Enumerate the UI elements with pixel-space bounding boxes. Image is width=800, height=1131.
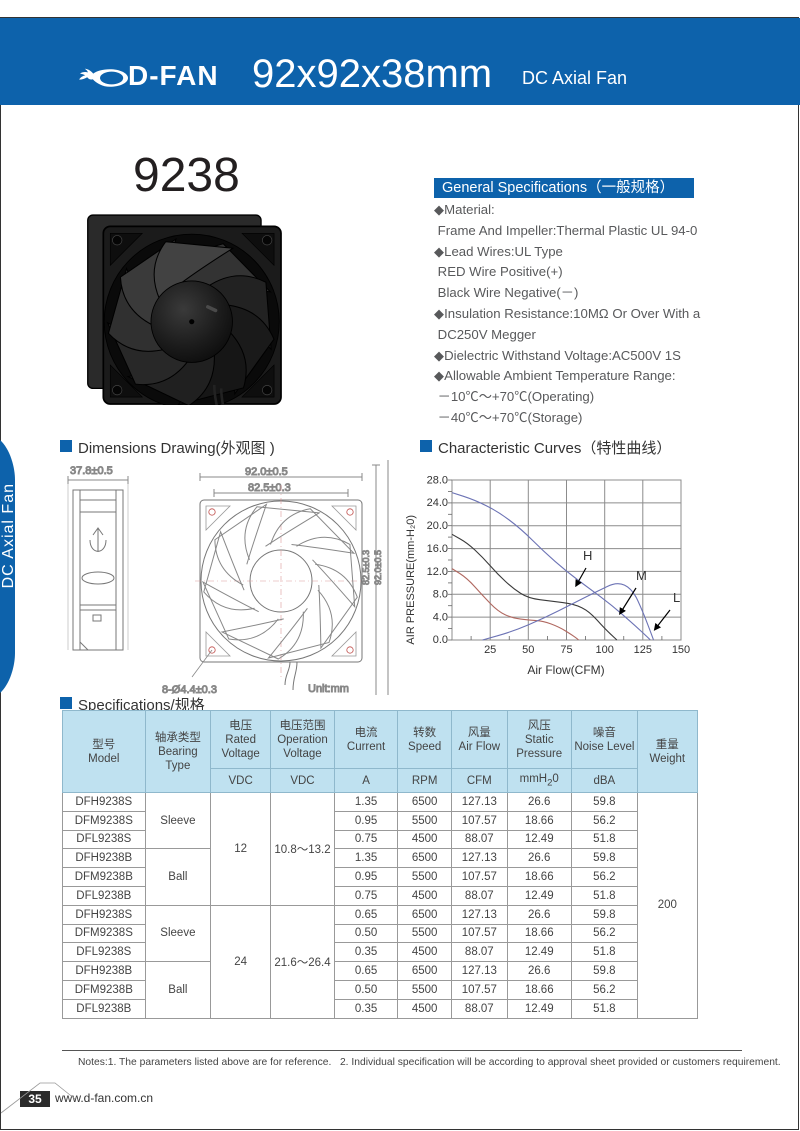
svg-text:75: 75 <box>560 644 572 656</box>
svg-text:92.0±0.5: 92.0±0.5 <box>245 466 288 478</box>
svg-text:50: 50 <box>522 644 534 656</box>
svg-text:150: 150 <box>672 644 690 656</box>
svg-text:Unit:mm: Unit:mm <box>308 683 349 695</box>
svg-text:100: 100 <box>596 644 614 656</box>
svg-text:0.0: 0.0 <box>433 634 448 646</box>
svg-text:16.0: 16.0 <box>427 543 448 555</box>
svg-text:8-Ø4.4±0.3: 8-Ø4.4±0.3 <box>162 684 217 695</box>
svg-text:M: M <box>636 568 647 583</box>
svg-text:H: H <box>583 548 592 563</box>
svg-text:8.0: 8.0 <box>433 589 448 601</box>
svg-text:4.0: 4.0 <box>433 612 448 624</box>
svg-text:82.5±0.3: 82.5±0.3 <box>361 550 371 585</box>
svg-text:92.0±0.5: 92.0±0.5 <box>373 550 383 585</box>
svg-text:28.0: 28.0 <box>427 475 448 487</box>
svg-text:82.5±0.3: 82.5±0.3 <box>248 482 291 494</box>
svg-text:12.0: 12.0 <box>427 566 448 578</box>
svg-text:37.8±0.5: 37.8±0.5 <box>70 465 113 477</box>
svg-text:24.0: 24.0 <box>427 497 448 509</box>
svg-text:125: 125 <box>634 644 652 656</box>
svg-text:L: L <box>673 590 680 605</box>
svg-text:25: 25 <box>484 644 496 656</box>
svg-text:Air Flow(CFM): Air Flow(CFM) <box>527 663 604 677</box>
svg-text:20.0: 20.0 <box>427 520 448 532</box>
